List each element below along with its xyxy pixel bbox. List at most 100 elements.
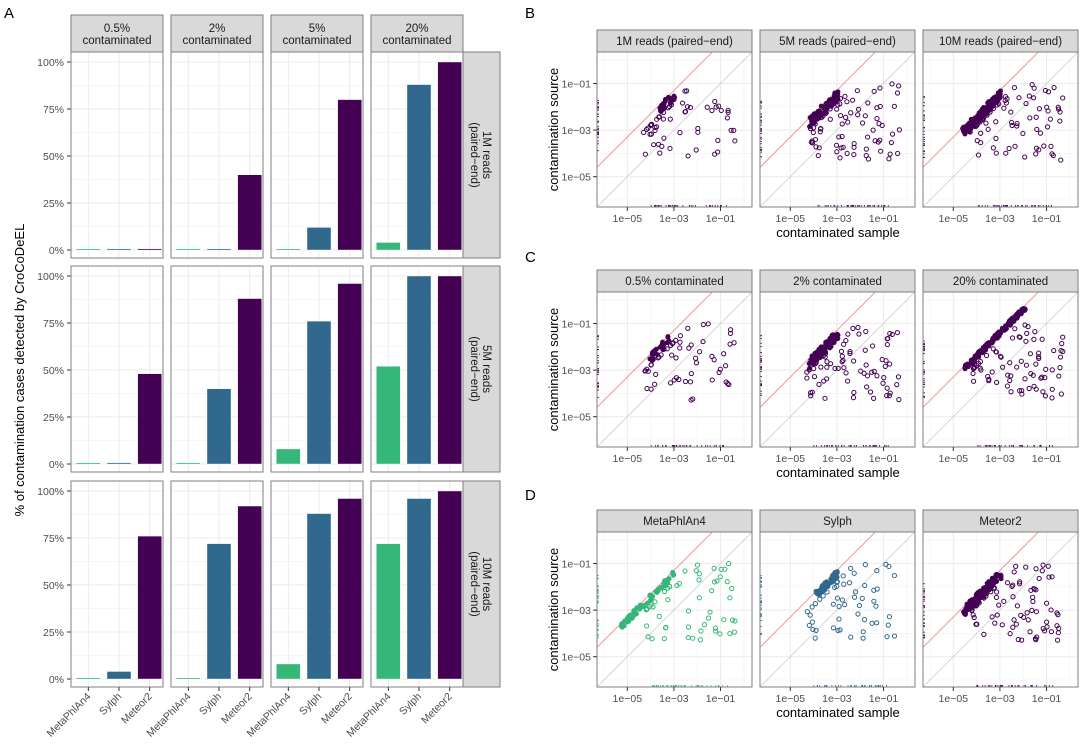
point-open bbox=[679, 100, 686, 106]
point-open bbox=[690, 396, 696, 402]
panel-label-a: A bbox=[4, 5, 14, 22]
point-open bbox=[717, 631, 723, 637]
point-filled bbox=[629, 614, 635, 620]
point-open bbox=[732, 138, 738, 144]
point-open bbox=[894, 382, 900, 388]
point-open bbox=[889, 331, 895, 338]
point-open bbox=[1010, 594, 1016, 600]
point-open bbox=[1033, 151, 1039, 157]
point-open bbox=[834, 583, 840, 589]
point-filled bbox=[823, 106, 829, 112]
facet-strip-label: 2% contaminated bbox=[793, 276, 882, 288]
point-open bbox=[709, 107, 715, 114]
point-open bbox=[1030, 594, 1036, 600]
point-open bbox=[1033, 637, 1039, 643]
point-open bbox=[1049, 574, 1055, 580]
point-filled bbox=[981, 105, 987, 111]
point-open bbox=[709, 377, 715, 383]
point-filled bbox=[961, 611, 967, 617]
point-filled bbox=[814, 349, 820, 355]
point-filled bbox=[658, 585, 664, 591]
x-tick-label: 1e−05 bbox=[939, 693, 969, 705]
point-open bbox=[667, 145, 673, 152]
point-open bbox=[983, 120, 989, 126]
bar-meteor2 bbox=[237, 505, 262, 680]
x-tick-label: Sylph bbox=[297, 691, 324, 718]
point-open bbox=[697, 637, 704, 643]
point-open bbox=[874, 105, 880, 111]
point-open bbox=[824, 359, 830, 365]
y-tick-label: 100% bbox=[37, 271, 64, 283]
x-tick-label: 1e−01 bbox=[869, 453, 899, 465]
point-open bbox=[1054, 637, 1061, 643]
x-tick-label: 1e−01 bbox=[1032, 213, 1062, 225]
bar-sylph bbox=[106, 248, 132, 251]
bar-sylph bbox=[306, 227, 332, 251]
point-open bbox=[874, 116, 880, 122]
point-filled bbox=[995, 90, 1001, 96]
point-open bbox=[721, 617, 727, 623]
point-open bbox=[665, 597, 671, 603]
point-open bbox=[894, 329, 901, 336]
point-open bbox=[885, 622, 891, 628]
point-filled bbox=[833, 576, 839, 582]
point-filled bbox=[670, 569, 676, 575]
bar-metaphlan4 bbox=[376, 242, 401, 251]
point-open bbox=[884, 393, 890, 399]
bar-metaphlan4 bbox=[176, 677, 201, 680]
point-open bbox=[1009, 122, 1015, 129]
x-tick-label: 1e−03 bbox=[822, 693, 852, 705]
point-filled bbox=[832, 99, 838, 105]
point-open bbox=[816, 145, 822, 151]
bar-metaphlan4 bbox=[276, 448, 301, 465]
point-open bbox=[1032, 329, 1038, 335]
point-open bbox=[970, 365, 977, 372]
point-open bbox=[711, 565, 717, 571]
point-open bbox=[662, 625, 669, 631]
point-open bbox=[1014, 603, 1021, 609]
point-open bbox=[1056, 106, 1062, 112]
point-open bbox=[1054, 610, 1060, 616]
point-open bbox=[698, 628, 704, 634]
point-open bbox=[1038, 375, 1044, 381]
point-open bbox=[871, 88, 877, 94]
point-open bbox=[1040, 389, 1046, 395]
x-tick-label: 1e−03 bbox=[822, 213, 852, 225]
bar-meteor2 bbox=[137, 373, 162, 465]
facet-strip-label: 20% contaminated bbox=[953, 276, 1048, 288]
point-filled bbox=[968, 118, 974, 124]
point-open bbox=[673, 355, 679, 361]
point-open bbox=[851, 570, 857, 576]
point-open bbox=[1010, 582, 1016, 588]
point-open bbox=[804, 375, 810, 381]
point-filled bbox=[996, 329, 1002, 335]
x-tick-label: 1e−05 bbox=[776, 693, 806, 705]
point-open bbox=[852, 589, 859, 595]
point-open bbox=[887, 330, 893, 337]
point-open bbox=[863, 153, 869, 159]
point-open bbox=[993, 150, 999, 156]
point-open bbox=[1029, 607, 1035, 613]
point-open bbox=[1049, 386, 1055, 392]
point-open bbox=[705, 615, 712, 621]
facet-strip-label: 20% contaminated bbox=[382, 23, 451, 47]
point-open bbox=[841, 365, 847, 371]
point-open bbox=[707, 609, 713, 615]
bar-meteor2 bbox=[237, 298, 262, 465]
point-filled bbox=[1015, 314, 1021, 320]
point-open bbox=[862, 347, 868, 353]
point-open bbox=[1048, 629, 1055, 635]
point-open bbox=[1012, 143, 1018, 149]
y-tick-label: 0% bbox=[49, 674, 64, 686]
point-open bbox=[817, 129, 823, 135]
point-open bbox=[661, 588, 668, 595]
point-open bbox=[975, 152, 982, 158]
point-open bbox=[830, 601, 836, 607]
point-filled bbox=[826, 97, 832, 103]
point-filled bbox=[624, 617, 630, 623]
point-open bbox=[841, 341, 847, 347]
point-open bbox=[1045, 89, 1052, 95]
facet-strip-label: 5M reads(paired−end) bbox=[468, 336, 492, 402]
point-open bbox=[644, 385, 650, 392]
point-open bbox=[863, 146, 869, 152]
